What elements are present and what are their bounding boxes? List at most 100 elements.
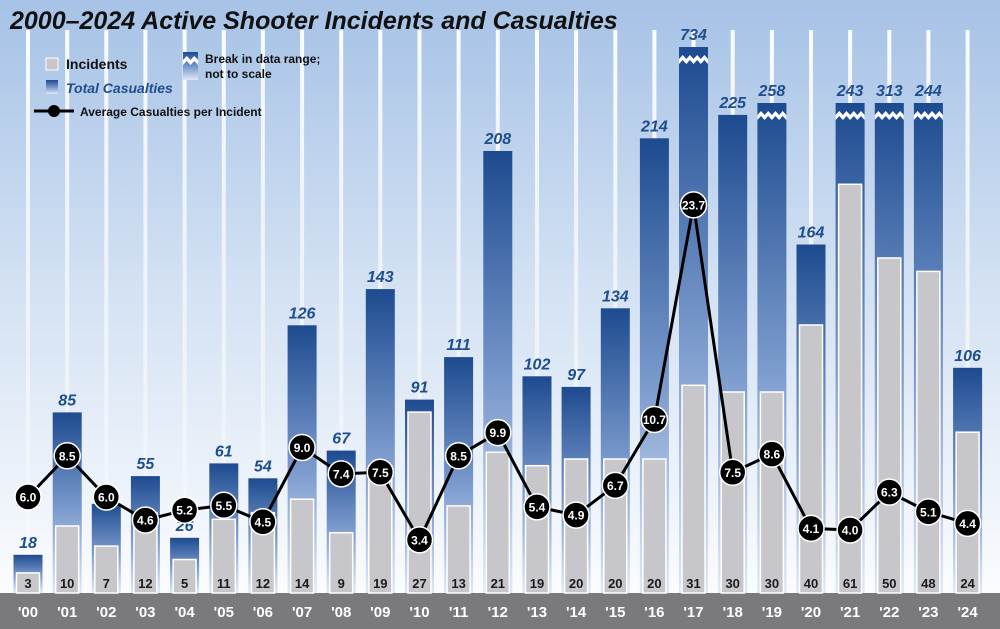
casualty-label: 54 xyxy=(254,458,272,475)
incident-label: 31 xyxy=(686,576,700,591)
x-tick-label: '18 xyxy=(723,604,743,621)
legend-average-label: Average Casualties per Incident xyxy=(80,105,262,119)
average-label: 4.4 xyxy=(959,517,976,531)
break-marker xyxy=(835,111,865,120)
average-point xyxy=(92,483,121,511)
column-separator xyxy=(260,30,265,593)
average-point xyxy=(14,483,42,511)
incident-bar xyxy=(798,324,824,594)
x-tick-label: '01 xyxy=(57,604,77,621)
incident-bar xyxy=(642,458,667,594)
average-point xyxy=(131,506,160,534)
casualty-label: 208 xyxy=(483,131,511,148)
incident-label: 13 xyxy=(451,576,465,591)
break-marker xyxy=(874,111,904,120)
average-label: 4.1 xyxy=(803,522,820,536)
incident-label: 3 xyxy=(24,576,31,591)
incident-label: 40 xyxy=(804,576,818,591)
average-label: 6.0 xyxy=(98,491,115,505)
column-separator xyxy=(339,30,344,593)
average-point xyxy=(875,478,904,506)
incident-label: 21 xyxy=(491,576,505,591)
x-tick-label: '04 xyxy=(174,604,195,621)
break-marker xyxy=(913,111,943,120)
column-separator xyxy=(182,30,187,593)
average-point xyxy=(288,433,316,462)
legend-casualties-swatch xyxy=(46,80,58,94)
average-label: 8.6 xyxy=(764,448,781,462)
column-separator xyxy=(65,30,70,593)
incident-bar xyxy=(328,531,354,594)
casualty-label: 61 xyxy=(215,443,233,460)
x-tick-label: '24 xyxy=(957,604,978,621)
average-point xyxy=(53,442,81,470)
average-label: 4.9 xyxy=(568,509,585,523)
break-marker xyxy=(757,111,787,120)
average-label: 7.4 xyxy=(333,467,350,481)
x-tick-label: '22 xyxy=(879,604,899,621)
casualty-label: 126 xyxy=(289,305,316,322)
casualty-label: 258 xyxy=(758,83,786,100)
x-tick-label: '13 xyxy=(527,604,547,621)
x-tick-label: '07 xyxy=(292,604,312,621)
average-point xyxy=(562,501,590,529)
legend-average-marker xyxy=(48,105,60,117)
average-point xyxy=(366,458,395,487)
x-tick-label: '14 xyxy=(566,604,587,621)
x-tick-label: '02 xyxy=(96,604,116,621)
average-point xyxy=(405,526,434,554)
column-separator xyxy=(300,30,305,593)
average-point xyxy=(953,509,982,538)
incident-label: 20 xyxy=(647,576,661,591)
casualty-label: 244 xyxy=(914,83,942,100)
x-tick-label: '05 xyxy=(214,604,234,621)
incident-label: 7 xyxy=(103,576,110,591)
column-separator xyxy=(104,30,109,593)
average-label: 4.6 xyxy=(137,514,154,528)
average-point xyxy=(484,418,512,447)
incident-label: 61 xyxy=(843,576,857,591)
casualty-label: 225 xyxy=(718,95,747,112)
incident-bar xyxy=(54,525,80,594)
average-label: 10.7 xyxy=(643,413,667,427)
average-point xyxy=(327,460,355,488)
column-separator xyxy=(574,30,579,593)
incident-bar xyxy=(407,411,432,594)
column-separator xyxy=(221,30,226,593)
average-point xyxy=(679,191,708,219)
average-point xyxy=(249,508,277,536)
casualty-label: 313 xyxy=(876,83,903,100)
x-tick-label: '19 xyxy=(762,604,782,621)
x-tick-label: '11 xyxy=(449,604,468,621)
x-tick-label: '17 xyxy=(683,604,703,621)
chart-title: 2000–2024 Active Shooter Incidents and C… xyxy=(9,7,618,35)
incident-label: 5 xyxy=(181,576,188,591)
legend-break-label: Break in data range; xyxy=(205,52,320,66)
average-label: 9.9 xyxy=(489,426,506,440)
average-point xyxy=(640,405,669,434)
axis-band xyxy=(0,593,1000,629)
column-separator xyxy=(965,30,970,593)
x-tick-label: '09 xyxy=(370,604,390,621)
average-label: 6.3 xyxy=(881,486,898,500)
average-label: 9.0 xyxy=(294,441,311,455)
incident-label: 12 xyxy=(256,576,270,591)
incident-bar xyxy=(524,464,550,594)
incident-label: 10 xyxy=(60,576,74,591)
casualty-label: 143 xyxy=(367,269,394,286)
average-point xyxy=(444,442,473,470)
average-point xyxy=(210,491,238,520)
average-point xyxy=(836,516,864,544)
incident-bar xyxy=(94,545,119,594)
column-separator xyxy=(417,30,422,593)
x-tick-label: '23 xyxy=(918,604,938,621)
legend: Incidents Total Casualties Break in data… xyxy=(34,52,320,119)
casualty-label: 243 xyxy=(836,83,864,100)
casualty-label: 106 xyxy=(954,348,981,365)
incident-bar xyxy=(211,518,237,594)
column-separator xyxy=(456,30,461,593)
incident-label: 27 xyxy=(412,576,426,591)
x-tick-label: '20 xyxy=(801,604,821,621)
column-separator xyxy=(143,30,148,593)
